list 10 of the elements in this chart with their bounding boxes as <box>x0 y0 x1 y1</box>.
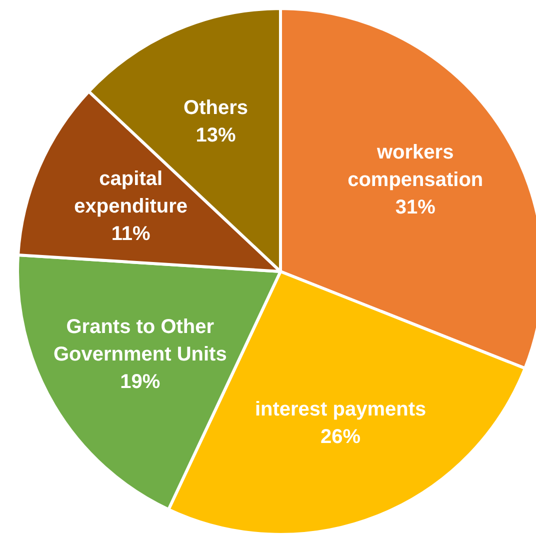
data-label: 26% <box>320 426 361 448</box>
data-label: 13% <box>196 124 236 147</box>
slice-label: capital expenditure <box>74 168 188 218</box>
slice-label: Grants to Other Government Units <box>53 316 227 366</box>
data-label: 11% <box>111 223 151 246</box>
slice-label: interest payments <box>254 398 426 420</box>
slice-label: workers compensation <box>348 141 484 191</box>
slice-label: Others <box>184 97 248 120</box>
data-label: 19% <box>120 371 160 394</box>
data-label: 31% <box>395 196 436 218</box>
